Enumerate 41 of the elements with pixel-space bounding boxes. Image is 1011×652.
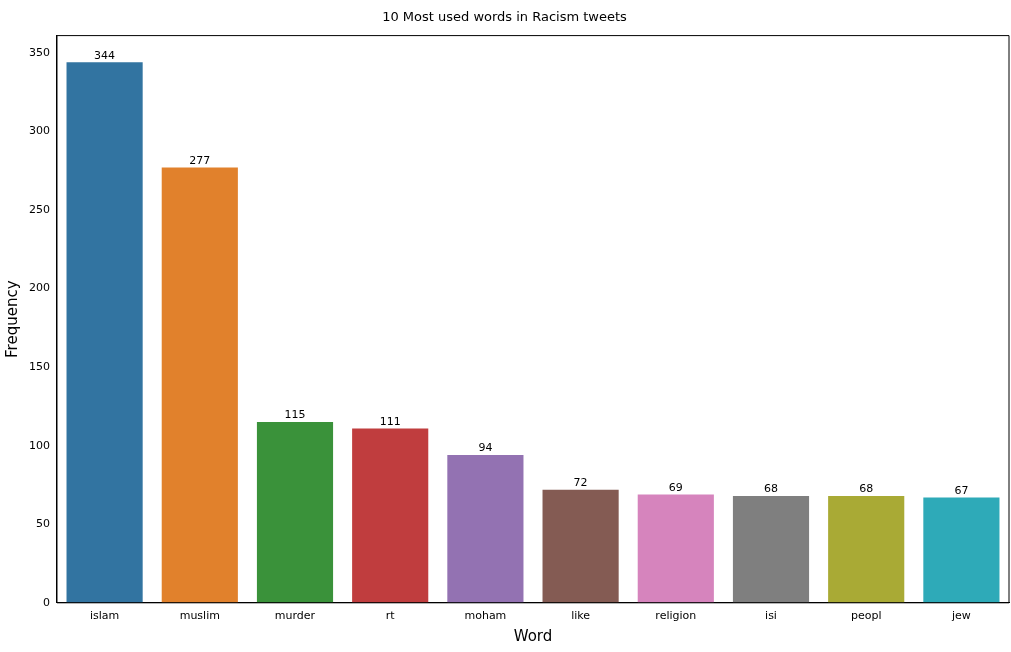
y-tick-label: 0 [43, 595, 50, 609]
data-label: 111 [379, 414, 401, 428]
bar [828, 495, 905, 603]
data-label: 72 [573, 476, 588, 490]
x-tick-label: rt [385, 609, 396, 623]
data-label: 68 [764, 482, 778, 496]
data-label: 68 [859, 482, 874, 496]
data-label: 277 [189, 153, 211, 167]
bar [352, 428, 429, 603]
bar [542, 489, 619, 603]
bar [923, 497, 1000, 603]
y-tick-label: 350 [29, 45, 50, 59]
x-tick-label: jew [950, 609, 971, 623]
y-tick-label: 250 [29, 202, 50, 216]
y-tick-label: 200 [29, 281, 50, 295]
x-tick-label: like [571, 609, 591, 623]
x-axis-title: Word [513, 626, 553, 645]
y-axis-title: Frequency [2, 280, 21, 358]
x-tick-label: peopl [850, 609, 882, 623]
x-tick-label: religion [655, 609, 697, 623]
x-tick-label: muslim [179, 609, 220, 623]
chart-title: 10 Most used words in Racism tweets [382, 9, 628, 25]
bar [256, 422, 334, 603]
bar [161, 167, 238, 603]
data-label: 115 [284, 408, 306, 422]
bar [66, 62, 143, 603]
y-tick-label: 300 [29, 124, 50, 138]
y-tick-label: 50 [36, 517, 50, 531]
x-tick-label: islam [89, 609, 120, 623]
x-tick-label: moham [464, 609, 507, 623]
data-label: 67 [954, 483, 969, 497]
data-label: 69 [668, 480, 683, 494]
x-tick-label: murder [274, 609, 316, 623]
y-tick-label: 100 [29, 438, 50, 452]
bar [447, 455, 524, 603]
data-label: 94 [478, 441, 493, 455]
y-tick-label: 150 [29, 359, 50, 373]
bar [637, 494, 714, 603]
data-label: 344 [94, 48, 116, 62]
x-tick-label: isi [765, 609, 777, 623]
bar [732, 495, 810, 603]
